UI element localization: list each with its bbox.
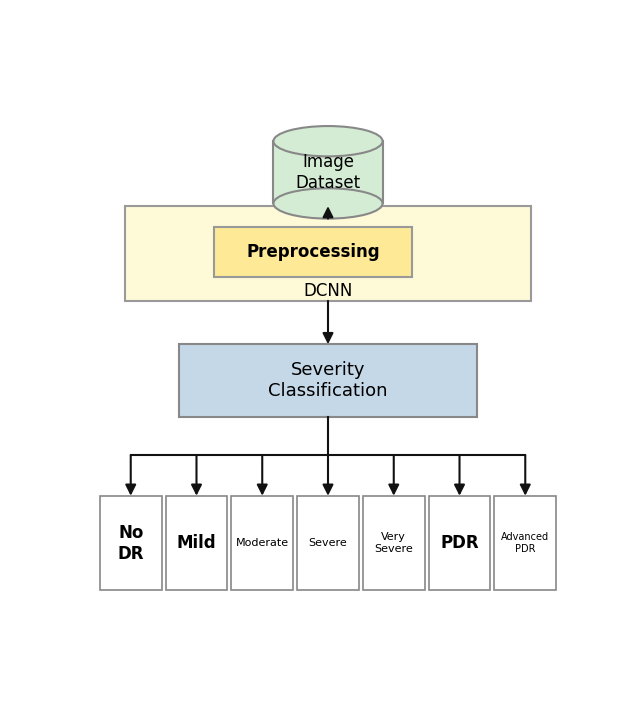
- FancyBboxPatch shape: [166, 496, 227, 591]
- Text: Preprocessing: Preprocessing: [246, 243, 380, 261]
- FancyBboxPatch shape: [494, 496, 556, 591]
- Text: Advanced
PDR: Advanced PDR: [501, 532, 549, 554]
- Text: Mild: Mild: [177, 534, 216, 552]
- FancyBboxPatch shape: [363, 496, 425, 591]
- Text: Moderate: Moderate: [236, 538, 289, 548]
- Ellipse shape: [273, 188, 383, 219]
- Ellipse shape: [273, 126, 383, 156]
- FancyBboxPatch shape: [429, 496, 490, 591]
- Text: No
DR: No DR: [118, 524, 144, 562]
- FancyBboxPatch shape: [100, 496, 162, 591]
- Text: DCNN: DCNN: [303, 282, 353, 300]
- Text: Severe: Severe: [308, 538, 348, 548]
- FancyBboxPatch shape: [125, 206, 531, 301]
- FancyBboxPatch shape: [214, 227, 412, 276]
- Text: Very
Severe: Very Severe: [374, 532, 413, 554]
- Text: PDR: PDR: [440, 534, 479, 552]
- FancyBboxPatch shape: [179, 344, 477, 418]
- FancyBboxPatch shape: [231, 496, 293, 591]
- Text: Severity
Classification: Severity Classification: [268, 361, 388, 400]
- FancyBboxPatch shape: [297, 496, 359, 591]
- Text: Image
Dataset: Image Dataset: [296, 153, 360, 192]
- FancyBboxPatch shape: [273, 141, 383, 203]
